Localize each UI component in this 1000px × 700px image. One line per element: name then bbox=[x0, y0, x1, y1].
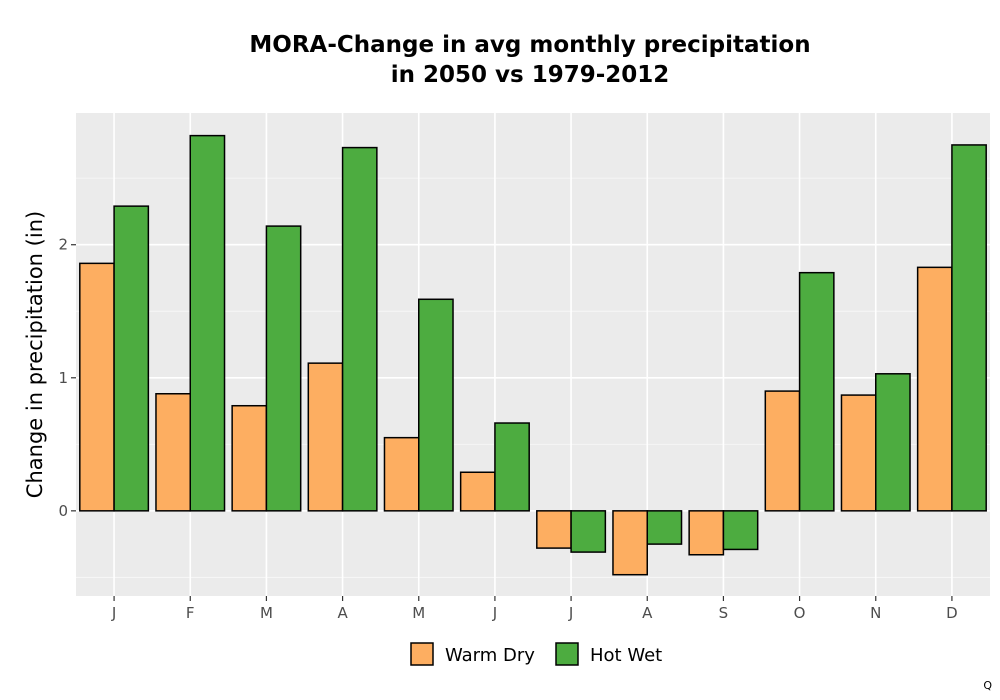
bar-hot-wet bbox=[875, 373, 911, 512]
bar-hot-wet bbox=[418, 298, 454, 512]
y-tick-label: 2 bbox=[58, 236, 68, 254]
y-tick-label: 0 bbox=[58, 502, 68, 520]
bar-hot-wet bbox=[341, 146, 378, 512]
y-tick-label: 1 bbox=[58, 369, 68, 387]
bar-hot-wet bbox=[951, 144, 987, 512]
legend-label: Warm Dry bbox=[445, 645, 535, 666]
x-tick-label: N bbox=[870, 604, 881, 622]
bar-hot-wet bbox=[265, 225, 302, 512]
bar-warm-dry bbox=[231, 404, 268, 512]
bar-hot-wet bbox=[646, 510, 683, 545]
x-tick-label: F bbox=[186, 604, 195, 622]
panel-background bbox=[76, 113, 990, 596]
bar-warm-dry bbox=[840, 394, 877, 512]
bar-hot-wet bbox=[494, 422, 530, 512]
chart-title-line-2: in 2050 vs 1979-2012 bbox=[390, 62, 670, 88]
legend-label: Hot Wet bbox=[590, 645, 662, 666]
legend-key-hot-wet bbox=[555, 642, 579, 666]
x-tick-label: O bbox=[794, 604, 806, 622]
x-tick-label: S bbox=[719, 604, 729, 622]
legend-key-warm-dry bbox=[410, 642, 434, 666]
x-tick-label: D bbox=[946, 604, 958, 622]
bar-warm-dry bbox=[688, 510, 725, 556]
bar-hot-wet bbox=[113, 205, 150, 512]
bar-warm-dry bbox=[307, 362, 344, 512]
y-axis-label: Change in precipitation (in) bbox=[23, 211, 47, 498]
bar-hot-wet bbox=[798, 271, 835, 512]
bar-warm-dry bbox=[764, 390, 801, 512]
x-tick-label: J bbox=[568, 604, 573, 622]
x-tick-label: M bbox=[412, 604, 425, 622]
bar-hot-wet bbox=[722, 510, 759, 551]
bar-hot-wet bbox=[570, 510, 607, 553]
bar-warm-dry bbox=[383, 436, 420, 512]
chart-title-line-1: MORA-Change in avg monthly precipitation bbox=[249, 32, 811, 58]
footer-mark: Q bbox=[983, 679, 992, 692]
bar-hot-wet bbox=[189, 134, 226, 512]
x-tick-label: M bbox=[260, 604, 273, 622]
bar-warm-dry bbox=[916, 266, 953, 512]
bar-warm-dry bbox=[536, 510, 572, 549]
bar-warm-dry bbox=[79, 262, 115, 512]
x-tick-label: J bbox=[492, 604, 497, 622]
x-tick-label: J bbox=[111, 604, 116, 622]
bar-warm-dry bbox=[459, 471, 496, 512]
x-tick-label: A bbox=[337, 604, 348, 622]
x-tick-label: A bbox=[642, 604, 653, 622]
bar-warm-dry bbox=[612, 510, 648, 576]
bar-warm-dry bbox=[155, 393, 192, 512]
chart-title: MORA-Change in avg monthly precipitation… bbox=[60, 30, 1000, 90]
